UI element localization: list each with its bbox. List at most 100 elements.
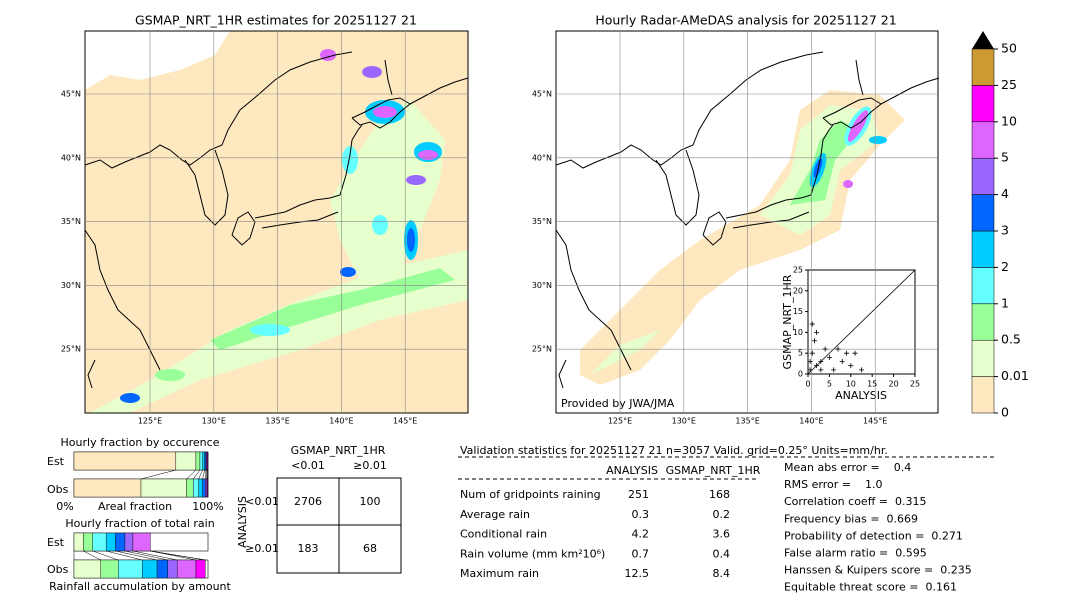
row-value: 168 <box>709 488 730 501</box>
lat-label: 30°N <box>532 281 552 290</box>
row-label: ≥0.01 <box>245 542 279 555</box>
lon-label: 135°E <box>735 417 759 426</box>
lat-label: 35°N <box>532 217 552 226</box>
column-header: GSMAP_NRT_1HR <box>666 464 761 477</box>
connector <box>198 469 203 480</box>
x-tick-label: 0 <box>805 380 810 389</box>
axis-label: Areal fraction <box>98 500 172 513</box>
x-tick-label: 5 <box>827 380 832 389</box>
row-label: <0.01 <box>245 495 279 508</box>
credit: Provided by JWA/JMA <box>561 397 675 410</box>
bar-segment <box>118 559 143 579</box>
colorbar-label: 25 <box>1001 77 1017 92</box>
colorbar-label: 3 <box>1001 223 1009 238</box>
rain-field <box>90 49 468 413</box>
bar-segment <box>132 532 151 552</box>
lat-label: 40°N <box>532 153 552 162</box>
scatter-point <box>814 329 820 335</box>
lon-label: 145°E <box>393 417 417 426</box>
x-tick-label: 10 <box>846 380 856 389</box>
bar-segment <box>156 559 169 579</box>
panel-title: Hourly fraction of total rain <box>65 517 214 530</box>
y-tick-label: 15 <box>793 307 803 316</box>
colorbar-segment <box>971 48 995 86</box>
bar-segment <box>73 559 101 579</box>
table-title: GSMAP_NRT_1HR <box>291 444 386 457</box>
row-label: Num of gridpoints raining <box>460 488 601 501</box>
row-value: 0.3 <box>632 508 650 521</box>
lon-label: 125°E <box>608 417 632 426</box>
colorbar-segment <box>971 267 995 305</box>
score: Frequency bias = 0.669 <box>784 512 918 525</box>
bar-segment <box>204 451 207 471</box>
bar-segment <box>186 478 194 498</box>
bar-label: Est <box>47 455 65 468</box>
colorbar-label: 0.5 <box>1001 332 1021 347</box>
y-tick-label: 25 <box>793 266 803 275</box>
panel-title: Hourly fraction by occurence <box>61 436 220 449</box>
bar-segment <box>193 478 199 498</box>
colorbar-segment <box>971 230 995 268</box>
y-axis-label: GSMAP_NRT_1HR <box>781 274 794 369</box>
scatter-point <box>809 350 815 356</box>
x-axis-label: ANALYSIS <box>835 389 887 402</box>
scatter-point <box>811 338 817 344</box>
colorbar-label: 0.01 <box>1001 368 1029 383</box>
scatter-point <box>818 359 824 365</box>
bar-segment <box>92 532 107 552</box>
lon-label: 135°E <box>265 417 289 426</box>
colorbar-label: 4 <box>1001 186 1009 201</box>
bar-label: Obs <box>47 483 69 496</box>
bar-label: Est <box>47 536 65 549</box>
connector <box>150 550 196 561</box>
row-label: Maximum rain <box>460 567 539 580</box>
colorbar-segment <box>971 339 995 377</box>
colorbar-label: 2 <box>1001 259 1009 274</box>
lon-label: 130°E <box>672 417 696 426</box>
row-value: 12.5 <box>625 567 650 580</box>
y-tick-label: 20 <box>793 286 803 295</box>
row-label: Average rain <box>460 508 530 521</box>
scatter-point <box>839 359 845 365</box>
colorbar-segment <box>971 376 995 414</box>
bar-segment <box>176 559 197 579</box>
bar-segment <box>198 478 203 498</box>
row-value: 8.4 <box>713 567 731 580</box>
x-tick-label: 25 <box>910 380 920 389</box>
cell: 183 <box>298 542 319 555</box>
bar-segment <box>142 559 158 579</box>
score: Equitable threat score = 0.161 <box>784 581 957 594</box>
lon-label: 125°E <box>138 417 162 426</box>
connector <box>140 469 176 480</box>
validation-header: Validation statistics for 20251127 21 n=… <box>460 444 888 457</box>
scatter-point <box>844 350 850 356</box>
bar-segment <box>115 532 126 552</box>
colorbar-segment <box>971 121 995 159</box>
scatter-point <box>859 367 864 373</box>
scatter-point <box>826 354 832 360</box>
lat-label: 40°N <box>61 153 81 162</box>
bar-segment <box>202 451 205 471</box>
connector <box>92 550 119 561</box>
colorbar-label: 1 <box>1001 295 1009 310</box>
connector <box>205 469 207 480</box>
bar-segment <box>205 478 207 498</box>
colorbar-label: 10 <box>1001 113 1017 128</box>
x-tick-label: 15 <box>867 380 877 389</box>
bar-segment <box>124 532 134 552</box>
scatter-point <box>809 321 815 327</box>
lon-label: 140°E <box>329 417 353 426</box>
row-value: 0.7 <box>632 547 650 560</box>
connector <box>193 469 201 480</box>
score: RMS error = 1.0 <box>784 478 882 491</box>
scatter-point <box>852 350 858 356</box>
row-value: 251 <box>628 488 649 501</box>
bar-segment <box>199 451 203 471</box>
bar-segment <box>207 451 209 471</box>
bar-segment <box>175 451 197 471</box>
score: False alarm ratio = 0.595 <box>784 547 927 560</box>
connector <box>106 550 143 561</box>
scatter-point <box>835 346 841 352</box>
column-header: ANALYSIS <box>606 464 658 477</box>
